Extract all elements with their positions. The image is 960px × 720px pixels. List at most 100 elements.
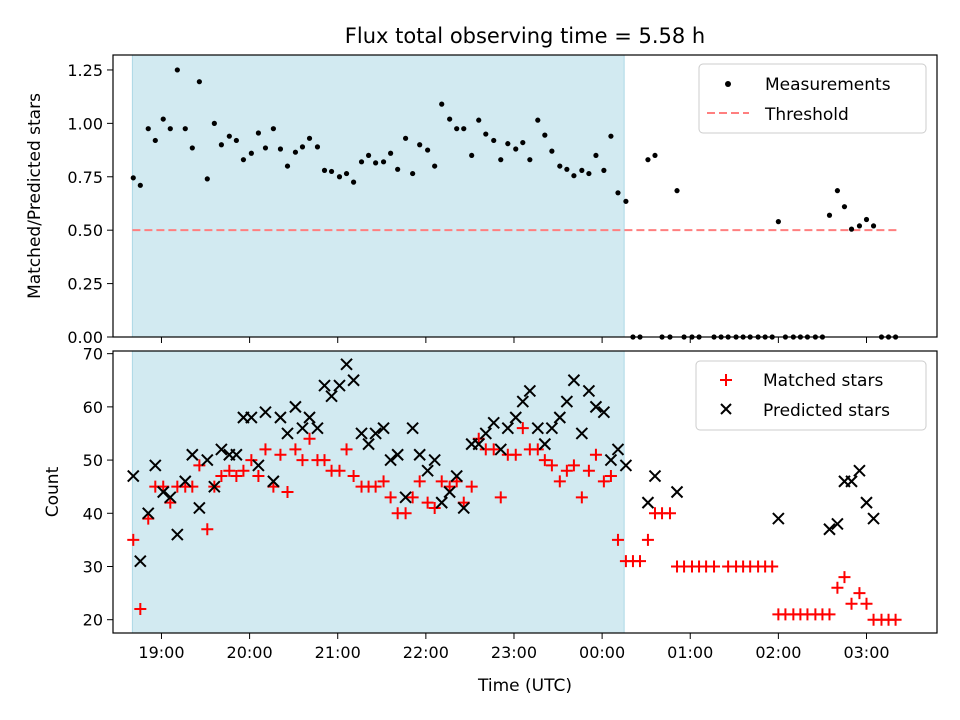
measurement-point	[505, 141, 511, 147]
measurement-point	[211, 120, 217, 126]
matched-star-point	[589, 448, 602, 461]
predicted-star-point	[538, 437, 552, 451]
predicted-star-point	[289, 400, 302, 414]
measurement-point	[520, 139, 526, 146]
measurement-point	[410, 170, 416, 177]
matched-stars-series	[127, 422, 902, 626]
measurement-point	[483, 131, 489, 137]
matched-star-point	[853, 587, 866, 600]
measurement-point	[469, 152, 475, 159]
matched-star-point	[465, 480, 478, 493]
measurement-point	[645, 157, 651, 163]
predicted-star-point	[127, 469, 140, 483]
measurement-point	[218, 142, 224, 148]
measurement-point	[226, 133, 232, 139]
bottom-x-ticks: 19:00 20:00 21:00 22:00 23:00 00:00 01:00 02:00…	[138, 633, 890, 662]
matched-star-point	[560, 464, 573, 477]
matched-star-point	[399, 507, 412, 520]
measurement-point	[513, 146, 519, 152]
predicted-star-point	[457, 501, 470, 515]
measurement-point	[160, 116, 166, 122]
measurement-point	[615, 190, 621, 196]
legend-matched-marker	[720, 374, 732, 386]
predicted-star-point	[428, 453, 441, 467]
predicted-star-point	[281, 427, 294, 440]
predicted-star-point	[406, 421, 419, 435]
matched-star-point	[303, 432, 316, 445]
predicted-star-point	[450, 469, 463, 483]
top-y-tick-label: 0.00	[67, 328, 103, 347]
matched-star-point	[347, 470, 360, 483]
matched-star-point	[634, 555, 647, 568]
bottom-x-tick-label: 03:00	[843, 643, 889, 662]
matched-star-point	[860, 597, 873, 610]
predicted-star-point	[318, 379, 331, 392]
measurement-point	[461, 126, 467, 132]
bottom-axes-frame	[112, 350, 938, 634]
predicted-star-point	[516, 395, 530, 408]
predicted-star-point	[435, 496, 448, 509]
measurement-point	[439, 101, 445, 107]
legend-predicted-marker	[720, 403, 732, 415]
measurement-point	[601, 167, 607, 173]
predicted-star-point	[670, 485, 684, 499]
predicted-star-point	[355, 427, 368, 440]
matched-star-point	[421, 496, 434, 509]
matched-star-point	[215, 470, 228, 483]
measurement-point	[204, 176, 210, 182]
predicted-star-point	[421, 464, 434, 477]
top-axes-frame	[112, 54, 938, 338]
measurement-point	[358, 159, 365, 165]
predicted-star-point	[325, 390, 338, 403]
predicted-star-point	[391, 448, 404, 461]
predicted-star-point	[611, 443, 625, 456]
measurement-point	[557, 163, 563, 169]
matched-star-point	[274, 448, 287, 461]
measurement-point	[270, 126, 276, 132]
measurement-point	[240, 157, 247, 163]
matched-star-point	[340, 443, 353, 456]
matched-star-point	[575, 491, 588, 504]
matched-star-point	[223, 464, 236, 477]
measurement-point	[586, 170, 592, 177]
predicted-star-point	[860, 496, 873, 509]
matched-star-point	[296, 454, 309, 467]
predicted-star-point	[149, 459, 162, 472]
measurement-point	[623, 198, 629, 204]
bottom-y-tick-label: 70	[83, 345, 103, 364]
bottom-x-tick-label: 00:00	[579, 643, 625, 662]
matched-star-point	[889, 613, 902, 626]
matched-star-point	[531, 443, 544, 456]
bottom-y-ticks: 20 30 40 50 60 70	[83, 345, 113, 630]
predicted-star-point	[179, 475, 192, 488]
bottom-y-tick-label: 40	[83, 504, 103, 523]
top-panel: 0.00 0.25 0.50 0.75 1.00 1.25 Matched/Predict…	[25, 54, 938, 347]
measurement-point	[167, 126, 173, 132]
top-y-tick-label: 0.25	[67, 275, 103, 294]
predicted-star-point	[597, 405, 611, 419]
matched-star-point	[487, 443, 500, 456]
predicted-star-point	[245, 411, 258, 424]
bottom-y-tick-label: 20	[83, 611, 103, 630]
measurement-point	[432, 163, 438, 169]
measurement-point	[775, 219, 781, 225]
matched-star-point	[823, 608, 836, 621]
matched-star-point	[435, 475, 448, 488]
bottom-x-tick-label: 01:00	[667, 643, 713, 662]
predicted-star-point	[845, 475, 858, 488]
matched-star-point	[428, 501, 441, 514]
predicted-star-point	[867, 512, 880, 525]
measurement-point	[608, 133, 614, 139]
bottom-x-tick-label: 20:00	[227, 643, 273, 662]
predicted-star-point	[604, 453, 618, 467]
measurement-point	[365, 152, 372, 159]
matched-star-point	[377, 475, 390, 488]
matched-star-point	[597, 475, 610, 488]
measurement-point	[152, 137, 158, 144]
predicted-star-point	[501, 421, 515, 435]
predicted-star-point	[208, 480, 221, 493]
measurement-point	[174, 67, 180, 73]
predicted-star-point	[589, 400, 603, 414]
matched-star-point	[289, 443, 302, 456]
